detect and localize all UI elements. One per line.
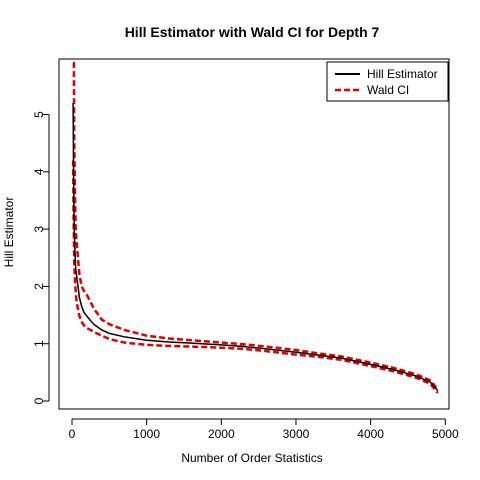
wald-ci-line: [71, 160, 439, 394]
chart-title: Hill Estimator with Wald CI for Depth 7: [125, 24, 380, 40]
legend: Hill Estimator Wald CI: [326, 61, 449, 102]
y-tick-label: 5: [32, 111, 46, 118]
y-tick-label: 1: [32, 340, 46, 347]
wald-ci-line: [72, 61, 439, 391]
y-tick-label: 4: [32, 168, 46, 175]
legend-box: [326, 61, 449, 102]
plot-frame: [58, 58, 450, 410]
hill-estimator-line: [72, 103, 439, 392]
y-tick-label: 2: [32, 283, 46, 290]
y-tick-label: 3: [32, 225, 46, 232]
x-tick-label: 3000: [283, 427, 310, 441]
series-lines: [71, 61, 439, 394]
x-tick-label: 2000: [208, 427, 235, 441]
axes: 0 1000 2000 3000 4000 5000 0 1 2 3 4 5: [32, 111, 459, 441]
x-tick-label: 0: [69, 427, 76, 441]
x-tick-label: 5000: [432, 427, 459, 441]
x-tick-label: 4000: [357, 427, 384, 441]
legend-label-wald: Wald CI: [367, 83, 409, 97]
x-axis-label: Number of Order Statistics: [181, 451, 322, 465]
legend-label-hill: Hill Estimator: [367, 67, 438, 81]
y-tick-label: 0: [32, 397, 46, 404]
y-axis-label: Hill Estimator: [2, 197, 16, 268]
x-tick-label: 1000: [133, 427, 160, 441]
